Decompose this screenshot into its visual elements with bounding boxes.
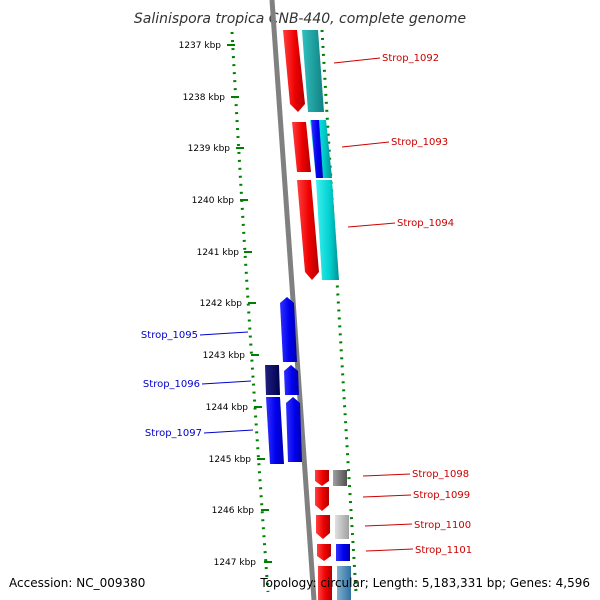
cog-strop-1101 (336, 544, 350, 561)
tick-1244: 1244 kbp (206, 403, 262, 413)
kbp-scale: 1237 kbp 1238 kbp 1239 kbp 1240 kbp 1241… (179, 41, 272, 568)
label-strop-1101[interactable]: Strop_1101 (415, 545, 472, 556)
tick-label: 1247 kbp (214, 558, 257, 568)
tick-label: 1244 kbp (206, 403, 249, 413)
gene-strop-1099[interactable] (315, 487, 329, 511)
gene-strop-1098[interactable] (315, 470, 329, 486)
tick-label: 1246 kbp (212, 506, 255, 516)
reverse-strand-genes (265, 297, 302, 464)
forward-gene-labels: Strop_1092 Strop_1093 Strop_1094 Strop_1… (333, 53, 472, 556)
tick-label: 1245 kbp (209, 455, 252, 465)
genome-backbone (269, 0, 317, 600)
label-strop-1094[interactable]: Strop_1094 (397, 218, 454, 229)
label-strop-1092[interactable]: Strop_1092 (382, 53, 439, 64)
gene-strop-1094[interactable] (297, 180, 319, 280)
tick-1245: 1245 kbp (209, 455, 265, 465)
gene-strop-1101[interactable] (317, 544, 331, 561)
tick-label: 1238 kbp (183, 93, 226, 103)
gene-strop-1092[interactable] (283, 30, 305, 112)
genome-summary-text: Topology: circular; Length: 5,183,331 bp… (259, 576, 590, 590)
gene-strop-1097[interactable] (286, 397, 302, 462)
tick-1239: 1239 kbp (188, 144, 244, 154)
gene-strop-1095[interactable] (280, 297, 297, 362)
label-strop-1095[interactable]: Strop_1095 (141, 330, 198, 341)
reverse-gene-labels: Strop_1095 Strop_1096 Strop_1097 (141, 330, 254, 439)
label-strop-1096[interactable]: Strop_1096 (143, 379, 200, 390)
tick-1246: 1246 kbp (212, 506, 269, 516)
cog-strop-1093-inner (311, 120, 323, 178)
tick-1241: 1241 kbp (197, 248, 252, 258)
cog-strop-1094 (316, 180, 339, 280)
cog-features (302, 30, 351, 600)
tick-label: 1243 kbp (203, 351, 246, 361)
tick-label: 1242 kbp (200, 299, 243, 309)
cog-strop-1098 (333, 470, 347, 486)
gene-strop-1093[interactable] (292, 122, 311, 172)
map-title: Salinispora tropica CNB-440, complete ge… (134, 11, 466, 27)
tick-label: 1237 kbp (179, 41, 222, 51)
tick-1247: 1247 kbp (214, 558, 272, 568)
gene-strop-1096[interactable] (284, 365, 299, 395)
cog-strop-next (337, 566, 351, 600)
label-strop-1093[interactable]: Strop_1093 (391, 137, 448, 148)
tick-label: 1240 kbp (192, 196, 235, 206)
gc-content-ring-right (320, 29, 358, 593)
tick-1242: 1242 kbp (200, 299, 256, 309)
tick-1240: 1240 kbp (192, 196, 248, 206)
accession-text: Accession: NC_009380 (9, 576, 145, 590)
gene-strop-next[interactable] (318, 566, 332, 600)
forward-strand-genes (283, 30, 332, 600)
cog-strop-1100 (335, 515, 349, 539)
tick-1243: 1243 kbp (203, 351, 259, 361)
tick-1238: 1238 kbp (183, 93, 239, 103)
tick-label: 1239 kbp (188, 144, 231, 154)
cog-strop-1092 (302, 30, 324, 112)
label-strop-1099[interactable]: Strop_1099 (413, 490, 470, 501)
gene-strop-1100[interactable] (316, 515, 330, 539)
tick-label: 1241 kbp (197, 248, 240, 258)
tick-1237: 1237 kbp (179, 41, 235, 51)
label-strop-1100[interactable]: Strop_1100 (414, 520, 471, 531)
label-strop-1097[interactable]: Strop_1097 (145, 428, 202, 439)
gene-strop-1097-a[interactable] (266, 397, 284, 464)
label-strop-1098[interactable]: Strop_1098 (412, 469, 469, 480)
gene-strop-1096-a[interactable] (265, 365, 280, 395)
